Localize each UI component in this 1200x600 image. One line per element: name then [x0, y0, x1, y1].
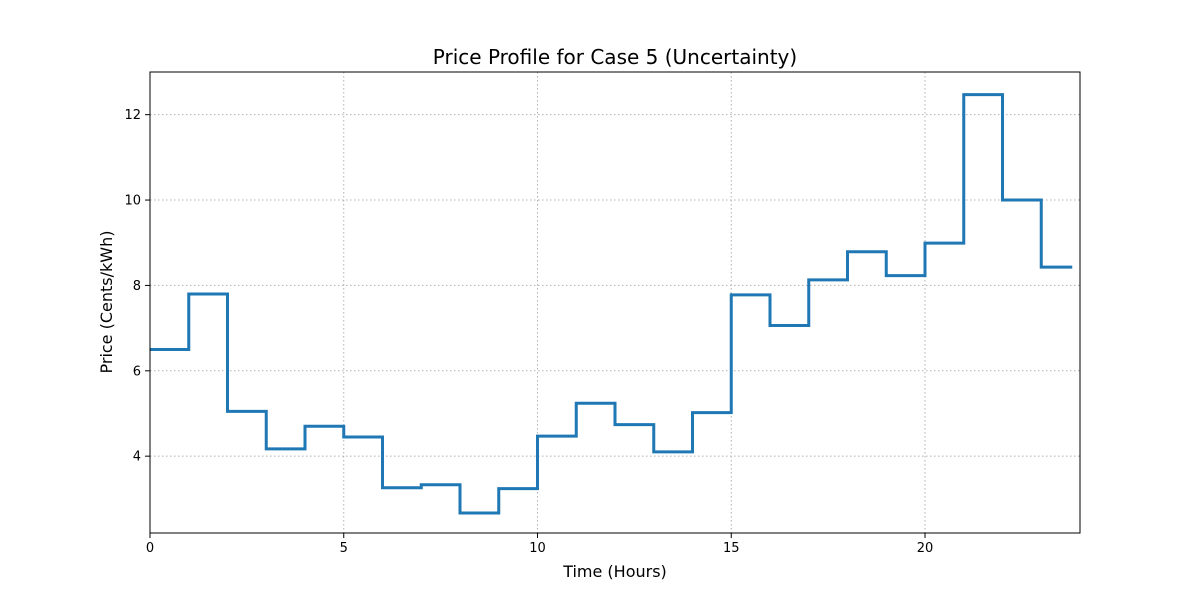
series-group [150, 93, 1073, 515]
y-tick-label: 8 [133, 279, 141, 294]
y-tick-label: 12 [124, 108, 141, 123]
y-axis-label: Price (Cents/kWh) [97, 231, 116, 374]
x-tick-label: 15 [723, 541, 740, 556]
y-tick-label: 10 [124, 194, 141, 209]
y-tick-label: 6 [133, 364, 141, 379]
grid-lines [149, 72, 1080, 533]
y-tick-label: 4 [133, 450, 141, 465]
price-step-line [150, 93, 1073, 515]
chart-title: Price Profile for Case 5 (Uncertainty) [433, 45, 797, 69]
y-axis-ticks: 4 6 8 10 12 [124, 108, 150, 465]
plot-frame [149, 71, 1081, 534]
x-tick-label: 20 [917, 541, 934, 556]
x-tick-label: 10 [529, 541, 546, 556]
x-axis-ticks: 0 5 10 15 20 [146, 533, 933, 556]
x-tick-label: 0 [146, 541, 154, 556]
x-tick-label: 5 [340, 541, 348, 556]
x-axis-label: Time (Hours) [562, 562, 667, 581]
